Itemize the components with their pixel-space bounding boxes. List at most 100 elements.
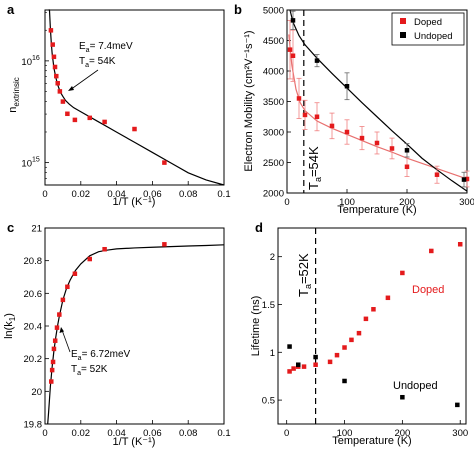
panel-d-x-ticks: 0 100 200 300 — [284, 420, 468, 439]
panel-d-point-doped — [301, 364, 307, 369]
panel-d-point-doped — [287, 369, 292, 374]
panel-a-x-tick-label: 0.02 — [72, 189, 91, 200]
panel-d-point-undoped — [287, 344, 292, 349]
panel-d-point-doped — [356, 330, 362, 336]
panel-b-x-tick-label: 200 — [399, 197, 415, 208]
panel-a-y-tick-exponent: 15 — [32, 157, 40, 164]
panel-d-y-tick-label: 1.5 — [262, 300, 275, 311]
panel-c-annotation-energy: Ea= 6.72meV — [71, 349, 131, 362]
panel-c-y-tick-label: 20.6 — [24, 289, 43, 300]
panel-d-point-doped — [400, 270, 405, 276]
panel-c-x-tick-label: 0.08 — [179, 428, 198, 439]
panel-a-y-tick-label: 10 — [21, 159, 32, 170]
panel-d-point-doped — [371, 307, 376, 312]
panel-d-point-undoped — [400, 394, 405, 400]
panel-b-point-doped — [434, 172, 440, 177]
panel-d-transition-label: Ta=52K — [296, 253, 313, 297]
panel-d-y-ticks: 0.5 1 1.5 2 — [262, 252, 282, 407]
panel-d-undoped-label: Undoped — [393, 380, 438, 392]
panel-a-data-point — [57, 89, 63, 94]
panel-c-y-tick-label: 21 — [31, 224, 42, 235]
panel-c-x-tick-label: 0 — [42, 428, 47, 439]
legend-label-undoped: Undoped — [414, 31, 453, 42]
panel-c-annotation-temp: Ta= 52K — [71, 364, 108, 377]
panel-c-data-point — [49, 367, 55, 373]
panel-d-x-tick-label: 300 — [452, 428, 468, 439]
panel-b-point-undoped — [461, 177, 467, 182]
panel-c-axes-frame — [44, 227, 225, 425]
panel-b-point-doped — [374, 140, 380, 146]
panel-a-xlabel: 1/T (K⁻¹) — [113, 196, 156, 208]
panel-a-x-tick-label: 0.04 — [107, 189, 126, 200]
panel-d-point-undoped — [313, 354, 318, 360]
panel-c-data-point — [65, 284, 70, 290]
panel-b-point-undoped — [314, 58, 320, 63]
panel-d-point-doped — [429, 248, 434, 254]
panel-a-data-point — [52, 64, 58, 70]
panel-b-point-doped — [296, 96, 302, 101]
panel-b: b 0 100 200 300 2000 2500 3000 3500 4000 4500 500… — [234, 2, 474, 216]
panel-a-data-point — [60, 99, 66, 104]
panel-c-y-tick-label: 20.8 — [24, 256, 43, 267]
legend-marker-doped — [400, 18, 406, 24]
panel-d-points — [287, 242, 463, 408]
panel-b-point-doped — [464, 176, 470, 182]
panel-c-x-tick-label: 0.02 — [72, 428, 91, 439]
panel-a-points — [48, 28, 167, 165]
panel-d-point-doped — [349, 337, 354, 343]
panel-d-y-tick-label: 0.5 — [262, 396, 275, 407]
panel-d-point-undoped — [342, 378, 347, 384]
panel-d-point-doped — [363, 316, 369, 322]
panel-b-x-tick-label: 300 — [459, 197, 474, 208]
panel-c-y-tick-label: 20 — [31, 387, 42, 398]
panel-c-data-point — [51, 346, 57, 352]
panel-b-legend: Doped Undoped — [391, 12, 465, 46]
panel-d-point-doped — [291, 366, 296, 371]
panel-c-data-point — [162, 242, 167, 247]
panel-b-point-doped — [404, 164, 410, 170]
panel-c-ylabel: ln(k1) — [3, 313, 17, 339]
panel-b-point-doped — [389, 146, 395, 151]
panel-b-point-doped — [287, 47, 293, 52]
panel-a-data-point — [48, 28, 54, 33]
panel-d-point-undoped — [295, 362, 301, 367]
panel-c-x-tick-label: 0.06 — [143, 428, 162, 439]
panel-b-point-doped — [290, 53, 296, 58]
panel-a-y-tick-exponent: 16 — [32, 55, 40, 62]
legend-label-doped: Doped — [414, 17, 442, 28]
panel-b-fit-line-1 — [289, 9, 468, 192]
panel-a-data-point — [102, 119, 107, 125]
panel-c-y-tick-label: 20.2 — [24, 354, 43, 365]
panel-d-letter: d — [255, 220, 263, 235]
panel-b-point-doped — [314, 114, 320, 119]
panel-d-x-tick-label: 200 — [394, 428, 410, 439]
panel-d-x-tick-label: 0 — [284, 428, 289, 439]
panel-c-data-point — [49, 379, 54, 384]
panel-a-fit-line — [48, 9, 225, 186]
panel-b-point-undoped — [404, 148, 410, 153]
panel-c-annotation-arrow — [61, 329, 71, 353]
panel-c-data-point — [102, 246, 107, 252]
panel-a-x-tick-label: 0.06 — [143, 189, 162, 200]
panel-b-xlabel: Temperature (K) — [337, 204, 416, 216]
panel-b-y-tick-label: 4500 — [263, 36, 284, 47]
panel-b-x-tick-label: 100 — [339, 197, 355, 208]
panel-a-y-tick-label: 10 — [21, 57, 32, 68]
panel-a-annotation-energy: Ea= 7.4meV — [79, 41, 133, 54]
panel-d-doped-label: Doped — [412, 284, 444, 296]
panel-b-point-doped — [329, 123, 335, 129]
panel-c-x-tick-label: 0.04 — [107, 428, 126, 439]
panel-b-point-doped — [302, 112, 308, 118]
panel-d-point-undoped — [455, 402, 460, 408]
panel-c-y-ticks: 19.8 20 20.2 20.4 20.6 20.8 21 — [24, 224, 49, 431]
panel-b-letter: b — [234, 2, 242, 17]
panel-a-x-tick-label: 0 — [42, 189, 47, 200]
panel-c-points — [49, 242, 167, 384]
panel-d-point-doped — [457, 242, 463, 247]
panel-d: d 0 100 200 300 0.5 1 1.5 2 Temperature (K) Li… — [250, 220, 468, 447]
panel-b-y-tick-label: 3500 — [263, 97, 284, 108]
panel-b-point-doped — [359, 135, 365, 141]
panel-a-data-point — [51, 54, 57, 60]
